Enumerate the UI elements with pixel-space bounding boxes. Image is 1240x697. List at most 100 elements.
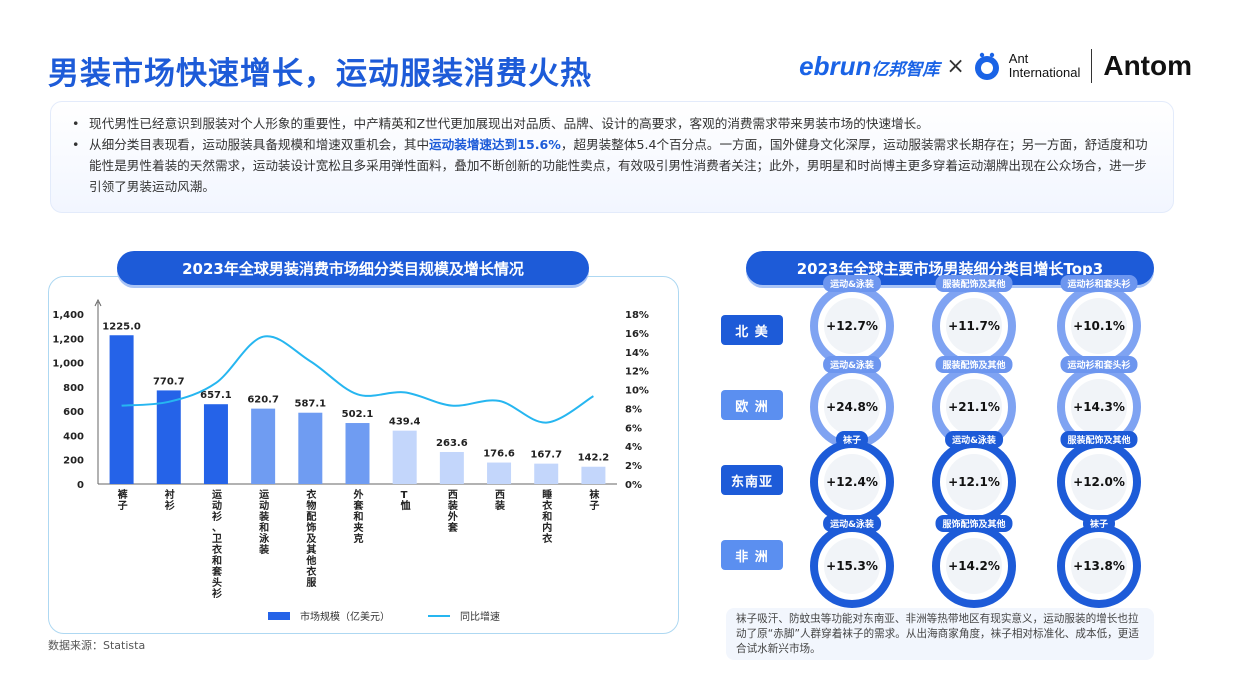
growth-ring-value: +24.8% <box>824 379 880 435</box>
times-sign: × <box>946 53 965 79</box>
antom-logo: Antom <box>1103 50 1192 81</box>
growth-ring-value: +12.0% <box>1071 454 1127 510</box>
y-right-tick-label: 6% <box>625 423 642 434</box>
y-right-tick-label: 4% <box>625 442 642 453</box>
bar-value-label: 439.4 <box>389 417 421 428</box>
growth-ring: 服饰配饰及其他 +14.2% <box>932 515 1016 608</box>
growth-ring-tag: 服装配饰及其他 <box>1060 431 1138 448</box>
growth-ring-tag: 运动&泳装 <box>823 275 881 292</box>
growth-ring-tag: 运动衫和套头衫 <box>1060 275 1138 292</box>
growth-ring-tag: 服装配饰及其他 <box>935 275 1013 292</box>
x-tick-label: 西装外套 <box>447 489 459 534</box>
growth-ring: 运动衫和套头衫 +10.1% <box>1057 275 1141 368</box>
growth-ring-value: +21.1% <box>946 379 1002 435</box>
bar <box>109 335 134 484</box>
bar <box>156 390 181 484</box>
growth-ring-value: +12.1% <box>946 454 1002 510</box>
growth-ring-tag: 袜子 <box>1082 515 1116 532</box>
ant-logo-line1: Ant <box>1008 51 1029 66</box>
intro-b2-post: ，超男装整体5.4个百分点。一方面，国外健身文化深厚，运动服装需求长期存在；另一… <box>89 137 1148 194</box>
ebrun-logo-text: ebrun <box>799 50 872 81</box>
ebrun-logo: ebrun亿邦智库 <box>799 51 939 82</box>
bar <box>487 462 512 484</box>
growth-ring: 袜子 +13.8% <box>1057 515 1141 608</box>
bar <box>251 408 276 484</box>
growth-ring-value: +11.7% <box>946 298 1002 354</box>
bar <box>298 412 323 484</box>
y-right-tick-label: 2% <box>625 461 642 472</box>
growth-ring-tag: 服饰配饰及其他 <box>935 515 1013 532</box>
bar-value-label: 620.7 <box>247 395 279 406</box>
x-tick-label: 运动衫、卫衣和套头衫 <box>211 489 223 600</box>
y-left-tick-label: 0 <box>77 480 84 491</box>
bar <box>345 423 370 484</box>
growth-ring: 服装配饰及其他 +21.1% <box>932 356 1016 449</box>
x-tick-label: 睡衣和内衣 <box>541 488 552 545</box>
region-label-north-america: 北 美 <box>721 315 783 345</box>
y-right-tick-label: 10% <box>625 386 649 397</box>
category-size-growth-chart: 0 200 400 600 800 1,000 1,200 1,400 0% 2% 4% 6% 8% 10… <box>52 298 649 600</box>
logo-divider <box>1091 49 1093 83</box>
region-label-europe: 欧 洲 <box>721 390 783 420</box>
bar <box>581 466 606 484</box>
y-right-tick-label: 8% <box>625 404 642 415</box>
x-tick-label: 裤子 <box>118 488 128 512</box>
growth-ring: 运动&泳装 +15.3% <box>810 515 894 608</box>
y-left-tick-label: 600 <box>63 407 84 418</box>
bar <box>392 430 417 484</box>
y-left-tick-label: 200 <box>63 456 84 467</box>
bar-value-label: 176.6 <box>483 449 515 460</box>
left-chart-title: 2023年全球男装消费市场细分类目规模及增长情况 <box>117 251 589 285</box>
bar-value-label: 587.1 <box>294 399 326 410</box>
legend-bar-swatch <box>268 611 290 620</box>
growth-ring-tag: 运动&泳装 <box>823 515 881 532</box>
growth-ring-tag: 运动衫和套头衫 <box>1060 356 1138 373</box>
bar-value-label: 502.1 <box>342 409 374 420</box>
data-source: 数据来源：Statista <box>48 639 146 652</box>
intro-b2-highlight: 运动装增速达到15.6% <box>429 137 561 152</box>
legend-line-swatch <box>428 614 450 617</box>
bar <box>439 451 464 484</box>
intro-bullet-1: 现代男性已经意识到服装对个人形象的重要性，中产精英和Z世代更加展现出对品质、品牌… <box>69 113 1155 134</box>
y-left-tick-label: 1,200 <box>52 334 84 345</box>
y-left-tick-label: 1,400 <box>52 310 84 321</box>
bar-value-label: 263.6 <box>436 438 468 449</box>
bar-value-label: 770.7 <box>153 376 185 387</box>
growth-ring-value: +12.7% <box>824 298 880 354</box>
growth-ring-value: +12.4% <box>824 454 880 510</box>
growth-ring-tag: 袜子 <box>835 431 869 448</box>
x-tick-label: 西装 <box>494 489 505 512</box>
growth-ring-tag: 运动&泳装 <box>945 431 1003 448</box>
legend-bar-label: 市场规模（亿美元） <box>300 612 390 623</box>
intro-bullet-2: 从细分类目表现看，运动服装具备规模和增速双重机会，其中运动装增速达到15.6%，… <box>69 134 1155 197</box>
region-label-africa: 非 洲 <box>721 540 783 570</box>
growth-ring: 服装配饰及其他 +11.7% <box>932 275 1016 368</box>
legend-line-label: 同比增速 <box>460 612 500 623</box>
bar-value-label: 142.2 <box>578 453 610 464</box>
ant-international-logo: Ant International <box>1009 52 1081 80</box>
y-left-tick-label: 1,000 <box>52 359 84 370</box>
growth-ring: 服装配饰及其他 +12.0% <box>1057 431 1141 524</box>
intro-box: 现代男性已经意识到服装对个人形象的重要性，中产精英和Z世代更加展现出对品质、品牌… <box>50 101 1174 213</box>
growth-ring-value: +13.8% <box>1071 538 1127 594</box>
y-right-tick-label: 14% <box>625 348 649 359</box>
bar-value-label: 657.1 <box>200 390 232 401</box>
y-right-tick-label: 16% <box>625 329 649 340</box>
ebrun-logo-cn: 亿邦智库 <box>871 59 940 79</box>
growth-rate-line <box>121 335 594 424</box>
growth-ring-value: +10.1% <box>1071 298 1127 354</box>
x-tick-label: 衬衫 <box>164 488 175 512</box>
growth-ring: 运动&泳装 +12.1% <box>932 431 1016 524</box>
intro-b2-pre: 从细分类目表现看，运动服装具备规模和增速双重机会，其中 <box>89 137 430 152</box>
x-tick-label: 外套和夹克 <box>353 488 365 545</box>
socks-note: 袜子吸汗、防蚊虫等功能对东南亚、非洲等热带地区有现实意义，运动服装的增长也拉动了… <box>726 608 1154 660</box>
region-label-southeast-asia: 东南亚 <box>721 465 783 495</box>
ant-logo-line2: International <box>1008 65 1081 80</box>
growth-ring-tag: 服装配饰及其他 <box>935 356 1013 373</box>
page-title: 男装市场快速增长，运动服装消费火热 <box>48 56 592 92</box>
x-tick-label: 袜子 <box>588 488 600 512</box>
chart-legend: 市场规模（亿美元） 同比增速 <box>268 608 500 623</box>
growth-ring-value: +14.3% <box>1071 379 1127 435</box>
growth-ring-value: +14.2% <box>946 538 1002 594</box>
y-right-tick-label: 12% <box>625 367 649 378</box>
